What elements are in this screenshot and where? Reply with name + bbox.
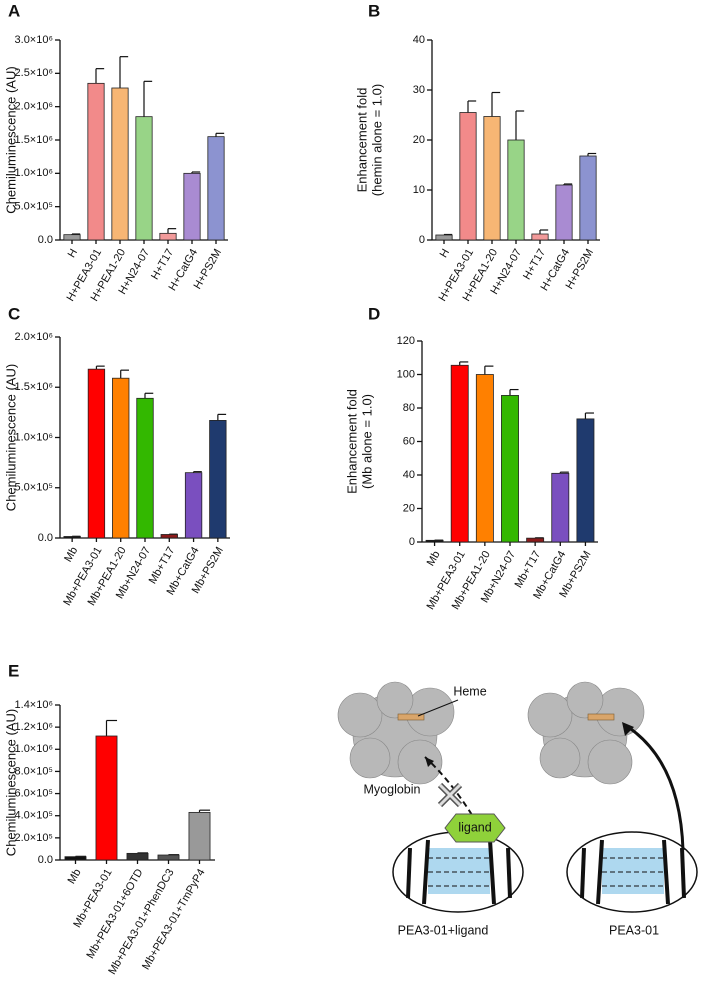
y-tick-label: 120 (397, 335, 415, 347)
y-tick-label: 80 (403, 402, 415, 414)
bar (207, 136, 225, 241)
bar (63, 234, 81, 241)
y-axis-label: Chemiluminescence (AU) (3, 66, 18, 213)
bar (483, 116, 501, 241)
y-tick-label: 40 (413, 34, 425, 46)
bar (526, 537, 545, 543)
panel-letter: E (8, 661, 19, 680)
panel-letter: D (368, 304, 380, 323)
bar (160, 534, 178, 539)
bar (184, 472, 203, 539)
bar (159, 232, 177, 241)
y-axis-label: (hemin alone = 1.0) (369, 84, 384, 196)
right-label: PEA3-01 (609, 923, 659, 937)
y-tick-label: 1.0×10⁶ (15, 431, 53, 443)
bar (126, 852, 149, 861)
bar (555, 184, 573, 241)
y-tick-label: 40 (403, 469, 415, 481)
x-tick-label: Mb (66, 867, 84, 886)
y-tick-label: 1.5×10⁶ (15, 134, 53, 146)
bar (425, 539, 444, 543)
x-tick-label: Mb+PEA3-01+6OTD (84, 867, 145, 961)
bar (507, 139, 525, 241)
y-tick-label: 0.0 (38, 854, 53, 866)
y-tick-label: 8.0×10⁵ (14, 765, 53, 777)
y-axis-label: Chemiluminescence (AU) (3, 709, 18, 856)
bar (135, 116, 153, 241)
bar (450, 364, 469, 543)
y-tick-label: 20 (413, 134, 425, 146)
x-tick-label: H (66, 247, 80, 260)
y-axis-label: Enhancement fold (354, 88, 369, 193)
bar (63, 536, 81, 539)
bar (501, 395, 519, 543)
bar (435, 234, 453, 241)
y-tick-label: 0 (419, 234, 425, 246)
ligand-label: ligand (458, 820, 491, 834)
y-tick-label: 4.0×10⁵ (14, 810, 53, 822)
protein-label: Myoglobin (364, 782, 421, 796)
y-axis-label: (Mb alone = 1.0) (359, 394, 374, 489)
bar (87, 82, 105, 241)
y-tick-label: 20 (403, 502, 415, 514)
x-tick-label: Mb (62, 545, 80, 564)
bar (579, 155, 597, 241)
y-tick-label: 3.0×10⁶ (15, 34, 53, 46)
x-tick-label: Mb+PEA3-01+TmPyP4 (140, 867, 208, 972)
y-tick-label: 0.0 (38, 234, 53, 246)
x-tick-label: H (438, 247, 452, 260)
bar (551, 472, 570, 543)
bar (188, 811, 211, 861)
bar (111, 87, 129, 241)
bar (136, 397, 154, 539)
y-tick-label: 0.0 (38, 532, 53, 544)
y-tick-label: 1.0×10⁶ (15, 743, 53, 755)
panel-letter: C (8, 304, 20, 323)
bar (209, 420, 227, 539)
y-tick-label: 2.5×10⁶ (15, 67, 53, 79)
bar (95, 735, 118, 861)
y-tick-label: 10 (413, 184, 425, 196)
y-tick-label: 1.2×10⁶ (15, 721, 53, 733)
panel-letter: A (8, 1, 20, 20)
y-tick-label: 5.0×10⁵ (14, 482, 53, 494)
bar (157, 854, 180, 861)
heme-label: Heme (453, 684, 486, 698)
bar (87, 368, 106, 539)
diagram: Heme Myoglobin ligand PEA3-01+ligand PEA… (337, 681, 698, 937)
bar (183, 172, 201, 241)
y-tick-label: 100 (397, 368, 415, 380)
y-tick-label: 0 (409, 536, 415, 548)
y-tick-label: 1.5×10⁶ (15, 381, 53, 393)
y-tick-label: 30 (413, 84, 425, 96)
y-axis-label: Chemiluminescence (AU) (3, 364, 18, 511)
y-tick-label: 6.0×10⁵ (14, 787, 53, 799)
y-tick-label: 5.0×10⁵ (14, 201, 53, 213)
left-label: PEA3-01+ligand (398, 923, 489, 937)
bar (576, 418, 595, 543)
y-tick-label: 2.0×10⁶ (15, 101, 53, 113)
bar (475, 374, 494, 543)
x-tick-label: Mb (425, 549, 443, 568)
y-tick-label: 1.0×10⁶ (15, 167, 53, 179)
bar (112, 377, 130, 539)
bar (531, 233, 549, 241)
y-axis-label: Enhancement fold (344, 389, 359, 494)
bar (459, 112, 477, 241)
y-tick-label: 2.0×10⁵ (14, 832, 53, 844)
bar (64, 856, 87, 861)
y-tick-label: 1.4×10⁶ (15, 699, 53, 711)
y-tick-label: 2.0×10⁶ (15, 331, 53, 343)
panel-letter: B (368, 1, 380, 20)
y-tick-label: 60 (403, 435, 415, 447)
